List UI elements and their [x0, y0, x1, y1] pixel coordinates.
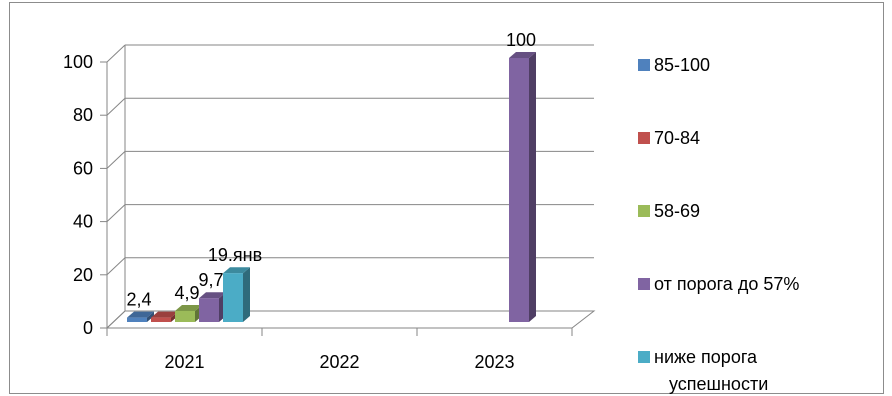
bar: [175, 310, 195, 322]
bar: [151, 317, 171, 322]
legend-label: ниже порога: [654, 347, 758, 367]
chart-frame: [9, 2, 884, 394]
bar-side: [147, 311, 154, 322]
legend-swatch: [638, 351, 650, 363]
x-tick-label: 2022: [319, 352, 359, 372]
bars: [127, 52, 536, 322]
gridline-side: [106, 151, 126, 169]
x-axis: 2021 2022 2023: [106, 328, 573, 372]
gridline-side: [106, 204, 126, 222]
legend-label: успешности: [669, 374, 768, 394]
bar-side: [243, 267, 250, 322]
data-label: 9,7: [198, 270, 223, 290]
gridline-side: [106, 44, 126, 63]
bar-top: [127, 311, 154, 318]
bar: [223, 273, 243, 322]
x-tick-label: 2021: [164, 352, 204, 372]
bar-top: [509, 52, 536, 58]
bar-top: [175, 304, 202, 311]
data-label: 19.янв: [208, 245, 262, 265]
y-tick-label: 100: [63, 52, 93, 72]
data-labels: 2,4 4,99,7 19.янв 100: [126, 30, 536, 310]
bar-side: [529, 52, 536, 322]
bar: [199, 298, 219, 322]
legend-label: 70-84: [654, 128, 700, 148]
y-tick-label: 20: [73, 265, 93, 285]
legend-label: 58-69: [654, 201, 700, 221]
bar: [509, 58, 529, 322]
y-tick-label: 80: [73, 105, 93, 125]
bar-top: [223, 267, 250, 274]
legend-label: 85-100: [654, 55, 710, 75]
y-tick-label: 0: [83, 318, 93, 338]
legend-swatch: [638, 59, 650, 71]
legend-swatch: [638, 132, 650, 144]
bar-top: [151, 311, 178, 318]
y-tick-label: 40: [73, 212, 93, 232]
x-tick-label: 2023: [474, 352, 514, 372]
legend: 85-100 70-84 58-69 от порога до 57% ниже пор…: [638, 55, 799, 394]
data-label: 4,9: [174, 283, 199, 303]
gridline-side: [106, 97, 126, 116]
y-axis: 0 20 40 60 80 100: [63, 52, 107, 338]
data-label: 100: [506, 30, 536, 50]
y-tick-label: 60: [73, 158, 93, 178]
bar-top: [199, 292, 226, 299]
legend-swatch: [638, 278, 650, 290]
legend-swatch: [638, 205, 650, 217]
legend-label: от порога до 57%: [654, 274, 799, 294]
gridline-side: [106, 257, 126, 276]
bar: [127, 317, 147, 322]
data-label: 2,4: [126, 290, 151, 310]
